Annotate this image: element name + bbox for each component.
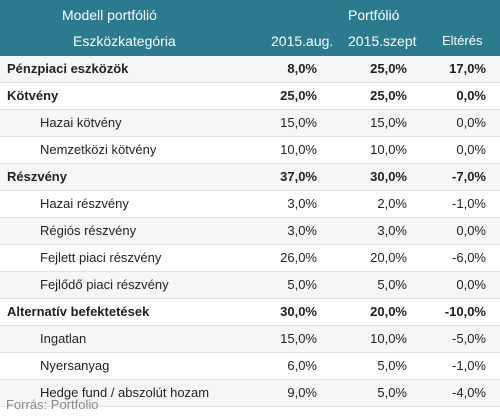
table-row: Pénzpiaci eszközök 8,0% 25,0% 17,0% <box>0 56 500 83</box>
september-value: 5,0% <box>377 358 407 373</box>
table-row: Nyersanyag 6,0% 5,0% -1,0% <box>0 353 500 380</box>
september-value: 5,0% <box>377 277 407 292</box>
difference-value: -10,0% <box>444 304 486 319</box>
september-value: 30,0% <box>370 169 407 184</box>
august-value: 30,0% <box>280 304 317 319</box>
portfolio-heading: Portfólió <box>348 7 400 23</box>
row-label: Hazai részvény <box>40 196 129 211</box>
difference-value: 0,0% <box>456 142 486 157</box>
row-label: Ingatlan <box>40 331 87 346</box>
row-label: Fejlett piaci részvény <box>40 250 162 265</box>
september-column-header: 2015.szept <box>348 33 417 49</box>
difference-value: 0,0% <box>456 277 486 292</box>
august-value: 25,0% <box>280 88 317 103</box>
september-value: 20,0% <box>370 250 407 265</box>
august-value: 26,0% <box>280 250 317 265</box>
difference-value: 0,0% <box>456 223 486 238</box>
row-label: Részvény <box>7 169 67 184</box>
difference-value: 17,0% <box>449 61 486 76</box>
september-value: 5,0% <box>377 385 407 400</box>
row-label: Nyersanyag <box>40 358 110 373</box>
table-row: Részvény 37,0% 30,0% -7,0% <box>0 164 500 191</box>
september-value: 20,0% <box>370 304 407 319</box>
september-value: 25,0% <box>370 88 407 103</box>
category-column-header: Eszközkategória <box>73 33 176 49</box>
august-value: 3,0% <box>287 196 317 211</box>
row-label: Kötvény <box>7 88 59 103</box>
august-value: 6,0% <box>287 358 317 373</box>
table-row: Ingatlan 15,0% 10,0% -5,0% <box>0 326 500 353</box>
table-row: Fejlődő piaci részvény 5,0% 5,0% 0,0% <box>0 272 500 299</box>
august-value: 5,0% <box>287 277 317 292</box>
august-value: 37,0% <box>280 169 317 184</box>
september-value: 10,0% <box>370 142 407 157</box>
september-value: 15,0% <box>370 115 407 130</box>
august-value: 8,0% <box>287 61 317 76</box>
difference-value: -7,0% <box>452 169 486 184</box>
row-label: Régiós részvény <box>40 223 137 238</box>
august-value: 10,0% <box>280 142 317 157</box>
august-value: 15,0% <box>280 331 317 346</box>
difference-value: -1,0% <box>452 358 486 373</box>
september-value: 10,0% <box>370 331 407 346</box>
row-label: Alternatív befektetések <box>7 304 150 319</box>
row-label: Nemzetközi kötvény <box>40 142 157 157</box>
difference-value: -4,0% <box>452 385 486 400</box>
row-label: Pénzpiaci eszközök <box>7 61 129 76</box>
table-row: Fejlett piaci részvény 26,0% 20,0% -6,0% <box>0 245 500 272</box>
august-value: 15,0% <box>280 115 317 130</box>
august-value: 9,0% <box>287 385 317 400</box>
row-label: Hazai kötvény <box>40 115 122 130</box>
table-row: Hedge fund / abszolút hozam 9,0% 5,0% -4… <box>0 380 500 407</box>
source-note: Forrás: Portfolio <box>6 397 99 412</box>
difference-value: 0,0% <box>456 88 486 103</box>
row-label: Hedge fund / abszolút hozam <box>40 385 210 400</box>
difference-value: -5,0% <box>452 331 486 346</box>
september-value: 25,0% <box>370 61 407 76</box>
september-value: 2,0% <box>377 196 407 211</box>
august-column-header: 2015.aug. <box>271 33 334 49</box>
table-row: Alternatív befektetések 30,0% 20,0% -10,… <box>0 299 500 326</box>
table-body: Pénzpiaci eszközök 8,0% 25,0% 17,0% Kötv… <box>0 56 500 407</box>
difference-column-header: Eltérés <box>442 33 483 48</box>
table-row: Nemzetközi kötvény 10,0% 10,0% 0,0% <box>0 137 500 164</box>
september-value: 3,0% <box>377 223 407 238</box>
table-row: Hazai részvény 3,0% 2,0% -1,0% <box>0 191 500 218</box>
difference-value: 0,0% <box>456 115 486 130</box>
table-row: Hazai kötvény 15,0% 15,0% 0,0% <box>0 110 500 137</box>
table-header: Modell portfólió Portfólió Eszközkategór… <box>0 0 500 56</box>
row-label: Fejlődő piaci részvény <box>40 277 169 292</box>
model-portfolio-heading: Modell portfólió <box>62 7 157 23</box>
table-row: Régiós részvény 3,0% 3,0% 0,0% <box>0 218 500 245</box>
table-row: Kötvény 25,0% 25,0% 0,0% <box>0 83 500 110</box>
august-value: 3,0% <box>287 223 317 238</box>
difference-value: -6,0% <box>452 250 486 265</box>
difference-value: -1,0% <box>452 196 486 211</box>
